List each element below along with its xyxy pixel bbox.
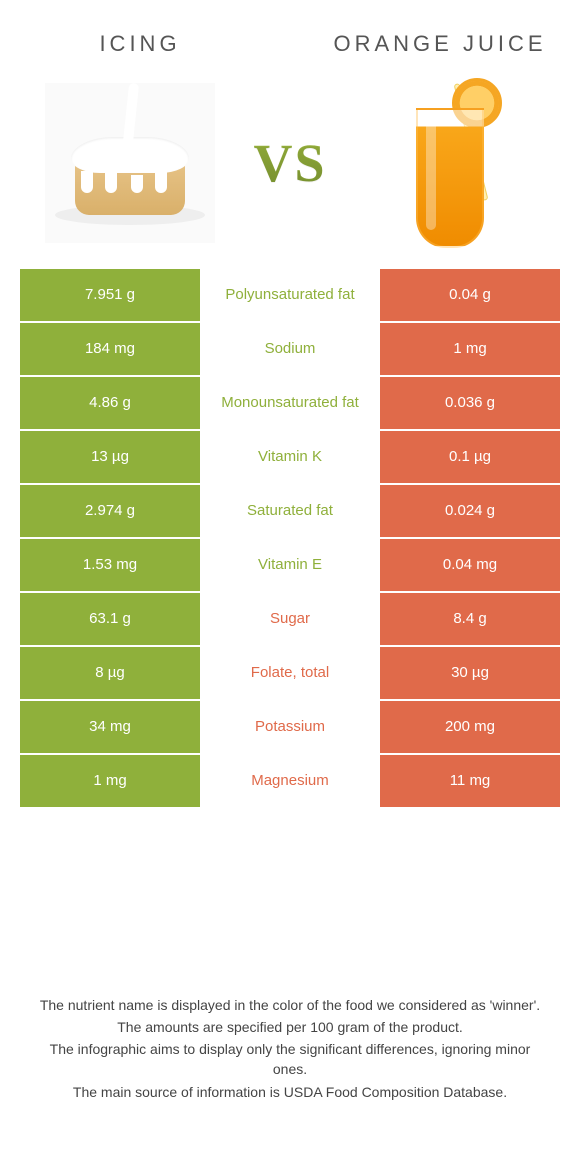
nutrient-label-cell: Saturated fat — [200, 485, 380, 539]
nutrient-row: 4.86 gMonounsaturated fat0.036 g — [20, 377, 560, 431]
left-value-cell: 2.974 g — [20, 485, 200, 539]
nutrient-label-cell: Polyunsaturated fat — [200, 269, 380, 323]
right-value-cell: 11 mg — [380, 755, 560, 809]
left-food-title: Icing — [20, 30, 260, 58]
nutrient-label-cell: Potassium — [200, 701, 380, 755]
right-value-cell: 0.024 g — [380, 485, 560, 539]
left-value-cell: 63.1 g — [20, 593, 200, 647]
right-food-image — [350, 78, 550, 248]
left-food-image — [30, 78, 230, 248]
left-value-cell: 34 mg — [20, 701, 200, 755]
left-value-cell: 1.53 mg — [20, 539, 200, 593]
nutrient-row: 13 µgVitamin K0.1 µg — [20, 431, 560, 485]
footnotes: The nutrient name is displayed in the co… — [0, 995, 580, 1104]
footnote-line: The amounts are specified per 100 gram o… — [36, 1017, 544, 1037]
nutrient-label-cell: Magnesium — [200, 755, 380, 809]
left-value-cell: 184 mg — [20, 323, 200, 377]
right-value-cell: 0.036 g — [380, 377, 560, 431]
nutrient-row: 2.974 gSaturated fat0.024 g — [20, 485, 560, 539]
right-value-cell: 1 mg — [380, 323, 560, 377]
nutrient-row: 7.951 gPolyunsaturated fat0.04 g — [20, 269, 560, 323]
right-value-cell: 30 µg — [380, 647, 560, 701]
nutrient-row: 63.1 gSugar8.4 g — [20, 593, 560, 647]
nutrient-row: 1 mgMagnesium11 mg — [20, 755, 560, 809]
left-value-cell: 13 µg — [20, 431, 200, 485]
right-value-cell: 0.04 g — [380, 269, 560, 323]
nutrient-label-cell: Sugar — [200, 593, 380, 647]
nutrient-comparison-table: 7.951 gPolyunsaturated fat0.04 g184 mgSo… — [20, 268, 560, 809]
left-value-cell: 4.86 g — [20, 377, 200, 431]
images-row: VS — [0, 68, 580, 268]
right-value-cell: 8.4 g — [380, 593, 560, 647]
right-food-title: Orange juice — [320, 30, 560, 58]
footnote-line: The infographic aims to display only the… — [36, 1039, 544, 1080]
right-value-cell: 200 mg — [380, 701, 560, 755]
nutrient-label-cell: Folate, total — [200, 647, 380, 701]
icing-cake-icon — [45, 83, 215, 243]
left-value-cell: 7.951 g — [20, 269, 200, 323]
title-row: Icing Orange juice — [0, 0, 580, 68]
nutrient-row: 184 mgSodium1 mg — [20, 323, 560, 377]
nutrient-label-cell: Sodium — [200, 323, 380, 377]
left-value-cell: 1 mg — [20, 755, 200, 809]
right-value-cell: 0.1 µg — [380, 431, 560, 485]
nutrient-label-cell: Vitamin K — [200, 431, 380, 485]
footnote-line: The main source of information is USDA F… — [36, 1082, 544, 1102]
nutrient-label-cell: Vitamin E — [200, 539, 380, 593]
nutrient-row: 1.53 mgVitamin E0.04 mg — [20, 539, 560, 593]
vs-label: VS — [253, 132, 326, 194]
left-value-cell: 8 µg — [20, 647, 200, 701]
nutrient-row: 34 mgPotassium200 mg — [20, 701, 560, 755]
orange-juice-icon — [370, 78, 530, 248]
nutrient-row: 8 µgFolate, total30 µg — [20, 647, 560, 701]
right-value-cell: 0.04 mg — [380, 539, 560, 593]
title-spacer — [260, 30, 320, 58]
nutrient-label-cell: Monounsaturated fat — [200, 377, 380, 431]
footnote-line: The nutrient name is displayed in the co… — [36, 995, 544, 1015]
